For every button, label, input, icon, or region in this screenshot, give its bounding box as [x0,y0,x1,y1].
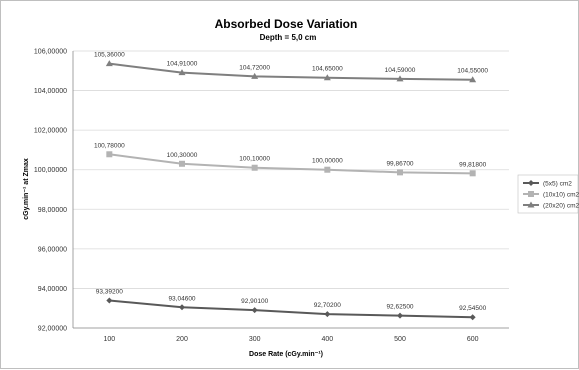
data-label: 104,72000 [239,64,270,71]
data-point [106,151,113,158]
y-tick-label: 100,00000 [34,167,67,174]
x-tick-label: 500 [394,336,406,343]
chart-subtitle: Depth = 5,0 cm [260,33,317,42]
series-line [109,299,473,319]
data-point [251,307,258,314]
legend-label: (10x10) cm2 [543,191,579,198]
legend-marker [527,201,535,208]
data-point [469,76,477,83]
legend-label: (20x20) cm2 [543,202,579,209]
data-label: 92,90100 [241,298,268,305]
y-tick-label: 104,00000 [34,88,67,95]
x-tick-label: 200 [176,336,188,343]
legend: (5x5) cm2 (10x10) cm2 (20x20) cm2 [517,174,579,214]
legend-item: (10x10) cm2 [523,191,579,198]
data-point [178,69,186,76]
x-tick-labels: 100 200 300 400 500 600 [103,336,478,343]
y-tick-labels: 92,00000 94,00000 96,00000 98,00000 100,0000… [34,49,67,333]
data-point [397,169,403,176]
data-point [105,60,113,67]
data-label: 92,70200 [314,302,341,309]
data-point [469,314,476,321]
axes [72,51,509,329]
gridlines [73,50,509,329]
data-label: 92,62500 [386,304,413,311]
data-label: 104,65000 [312,66,343,73]
series-1: 93,39200 93,04600 92,90100 92,70200 92,62500… [96,288,487,321]
data-label: 104,55000 [457,68,488,75]
y-axis-label: cGy.min⁻¹ at Zmax [23,158,30,220]
data-label: 93,39200 [96,288,123,295]
data-label: 93,04600 [168,295,195,302]
data-point [324,311,331,318]
legend-item: (20x20) cm2 [523,201,579,209]
chart-title: Absorbed Dose Variation [215,17,358,31]
data-label: 99,81800 [459,161,486,168]
series-line [109,62,473,81]
x-tick-label: 100 [103,336,115,343]
y-tick-label: 98,00000 [38,207,67,214]
data-label: 104,59000 [385,67,416,74]
x-tick-label: 600 [467,336,479,343]
data-label: 104,91000 [167,61,198,68]
data-label: 99,86700 [386,160,413,167]
legend-label: (5x5) cm2 [543,180,572,187]
data-point [179,304,185,311]
data-point [324,166,331,173]
legend-item: (5x5) cm2 [523,180,572,187]
x-tick-label: 300 [249,336,261,343]
data-label: 100,10000 [239,156,270,163]
series-2: 100,78000 100,30000 100,10000 100,00000 99,8… [94,142,487,177]
y-tick-label: 96,00000 [38,246,67,253]
data-label: 100,30000 [167,152,198,159]
data-point [469,170,476,177]
y-tick-label: 102,00000 [34,128,67,135]
y-tick-label: 92,00000 [38,326,67,333]
series-3: 105,36000 104,91000 104,72000 104,65000 104,… [94,52,488,83]
legend-marker [528,180,534,186]
y-tick-label: 106,00000 [34,49,67,56]
data-label: 92,54500 [459,305,486,312]
x-tick-label: 400 [321,336,333,343]
data-label: 105,36000 [94,52,125,59]
x-axis-label: Dose Rate (cGy.min⁻¹) [249,351,323,358]
data-point [251,164,258,171]
data-point [179,160,185,167]
y-tick-label: 94,00000 [38,286,67,293]
data-point [251,72,259,79]
data-point [396,75,404,82]
data-point [397,312,403,319]
data-point [106,297,113,304]
data-label: 100,00000 [312,158,343,165]
data-point [323,74,331,81]
series-line [109,153,473,175]
data-label: 100,78000 [94,142,125,149]
series-group: 93,39200 93,04600 92,90100 92,70200 92,62500… [94,52,488,321]
legend-marker [528,191,534,197]
